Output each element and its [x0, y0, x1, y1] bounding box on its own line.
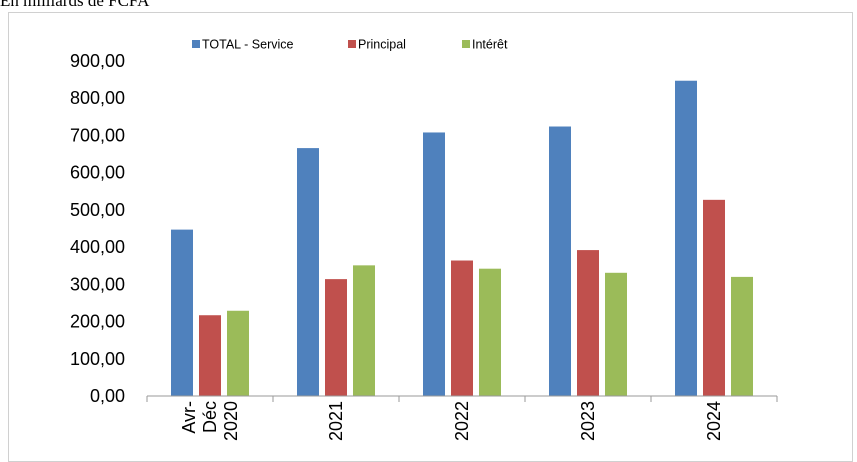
- bars: [171, 80, 753, 396]
- legend-swatch: [348, 40, 356, 48]
- x-category-label: 2023: [578, 401, 598, 441]
- bar: [549, 126, 571, 396]
- bar: [577, 250, 599, 396]
- bar: [423, 132, 445, 396]
- x-axis: Avr- Déc 2020 2021 2022 2023 2024: [146, 395, 778, 441]
- bar: [199, 315, 221, 396]
- bar: [227, 310, 249, 396]
- y-axis: 0,00 100,00 200,00 300,00 400,00 500,00 600,00…: [70, 51, 125, 406]
- y-tick-label: 300,00: [70, 274, 125, 294]
- legend-label: TOTAL - Service: [202, 38, 294, 52]
- x-category-label: Déc: [200, 401, 220, 433]
- bar: [171, 229, 193, 396]
- y-tick-label: 100,00: [70, 349, 125, 369]
- x-category-label: Avr-: [179, 401, 199, 434]
- bar: [297, 148, 319, 396]
- bar: [605, 272, 627, 396]
- bar: [451, 260, 473, 396]
- x-category-label: 2024: [704, 401, 724, 441]
- y-tick-label: 400,00: [70, 237, 125, 257]
- legend-label: Principal: [358, 38, 406, 52]
- bar: [479, 268, 501, 396]
- chart-legend: TOTAL - Service Principal Intérêt: [192, 38, 508, 52]
- bar: [325, 279, 347, 396]
- bar: [703, 199, 725, 396]
- bar: [353, 265, 375, 396]
- y-tick-label: 800,00: [70, 88, 125, 108]
- legend-label: Intérêt: [472, 38, 508, 52]
- y-tick-label: 500,00: [70, 200, 125, 220]
- legend-swatch: [462, 40, 470, 48]
- chart-caption: En milliards de FCFA: [0, 0, 150, 10]
- y-tick-label: 900,00: [70, 51, 125, 71]
- y-tick-label: 700,00: [70, 125, 125, 145]
- x-category-label: 2022: [452, 401, 472, 441]
- legend-swatch: [192, 40, 200, 48]
- x-category-label: 2021: [326, 401, 346, 441]
- y-tick-label: 600,00: [70, 163, 125, 183]
- x-category-label: 2020: [221, 401, 241, 441]
- y-tick-label: 0,00: [90, 386, 125, 406]
- y-tick-label: 200,00: [70, 312, 125, 332]
- bar: [675, 80, 697, 396]
- bar: [731, 276, 753, 396]
